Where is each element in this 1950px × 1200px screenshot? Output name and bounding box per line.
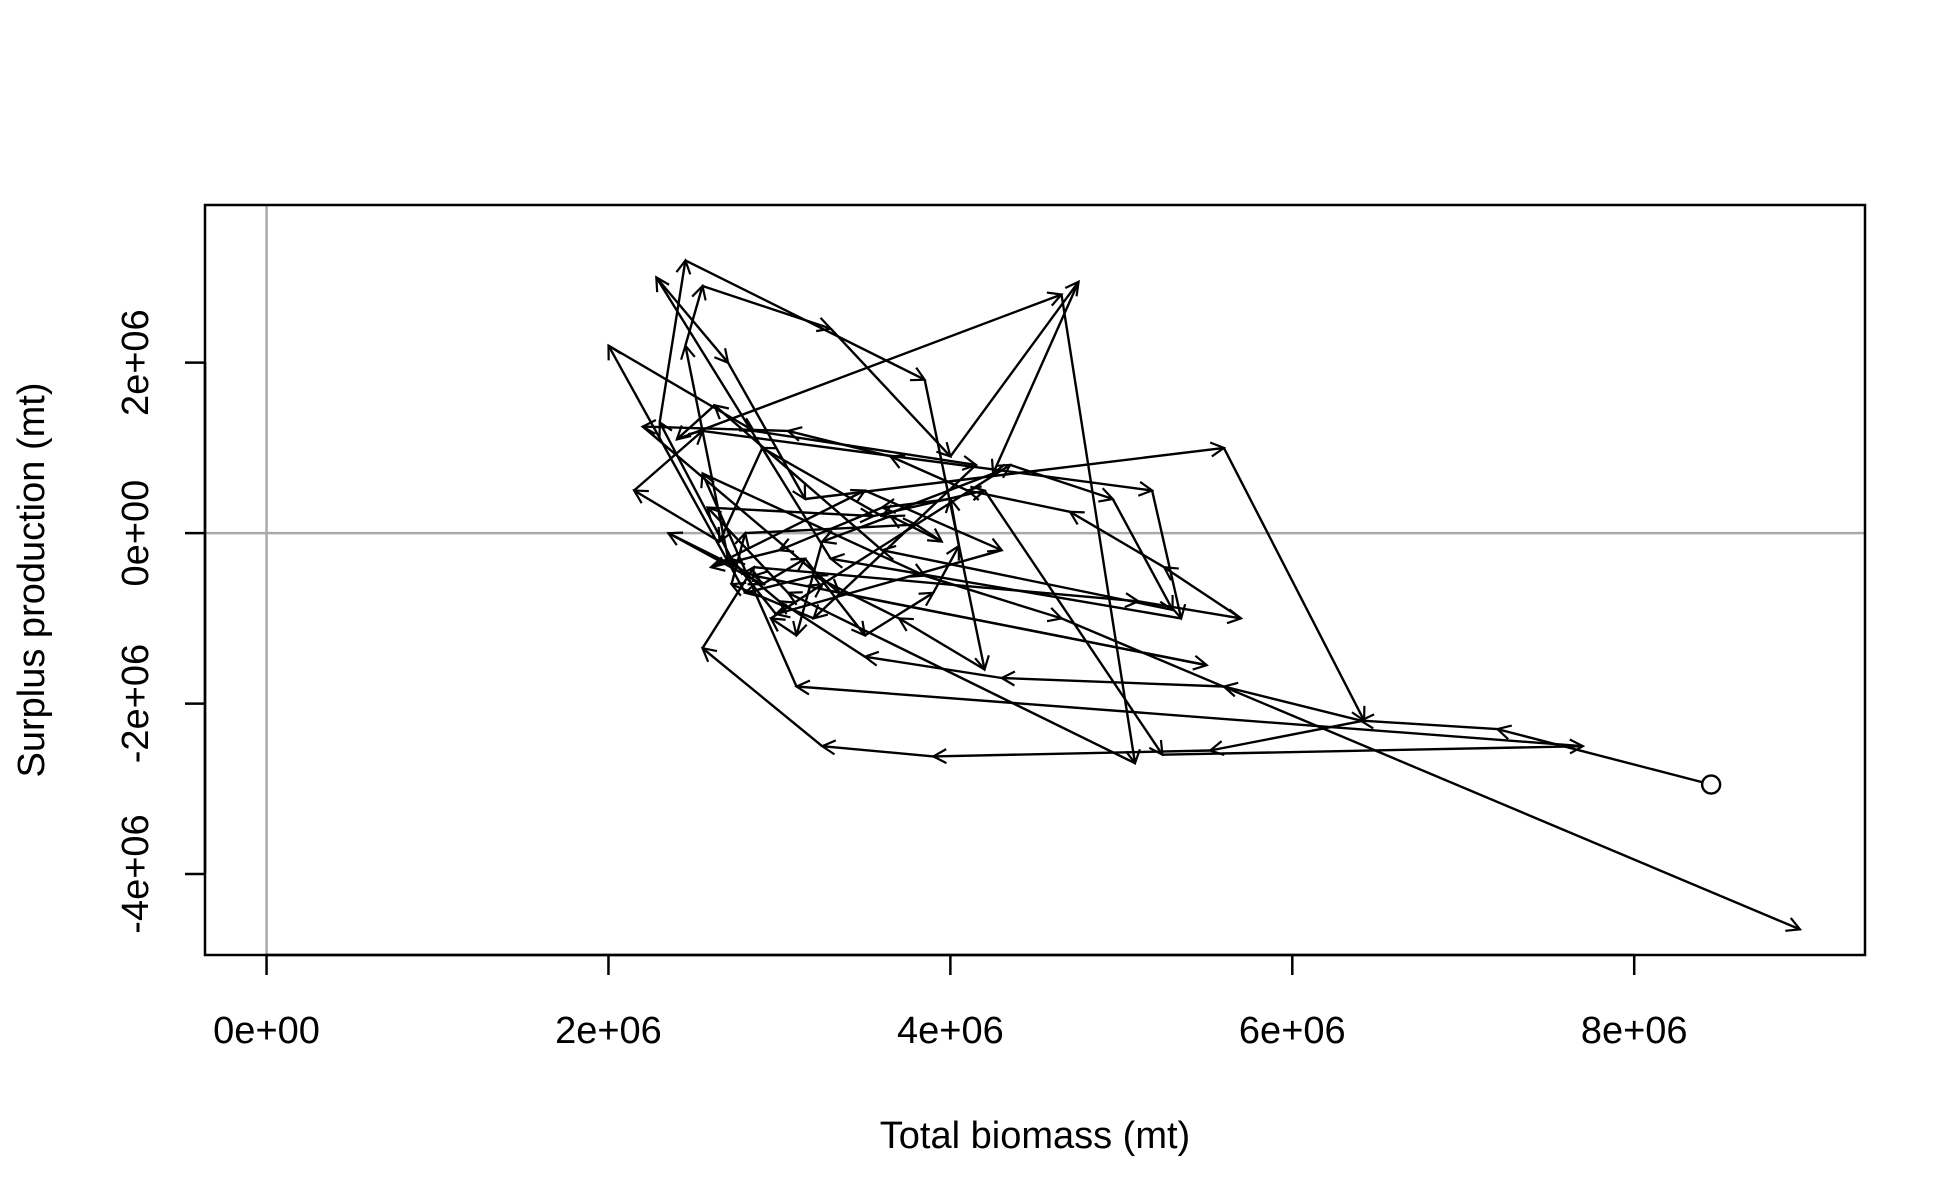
trajectory-arrow: [865, 657, 1002, 680]
x-tick-label: 6e+06: [1239, 1010, 1346, 1052]
trajectory-arrow: [676, 295, 1062, 441]
x-tick-label: 4e+06: [897, 1010, 1004, 1052]
trajectory-arrow: [732, 584, 815, 620]
trajectory-arrow: [707, 506, 874, 516]
trajectory-arrow: [703, 648, 823, 748]
trajectory-arrow: [829, 327, 951, 457]
x-axis-label: Total biomass (mt): [880, 1115, 1190, 1157]
trajectory-arrow: [609, 346, 747, 594]
trajectory-arrow: [821, 465, 1010, 586]
trajectory-arrow: [1111, 498, 1173, 610]
trajectory-arrow: [822, 746, 934, 758]
x-tick-label: 2e+06: [555, 1010, 662, 1052]
trajectory-arrow: [949, 282, 1078, 458]
trajectory-arrow: [655, 276, 728, 362]
x-axis: 0e+00 2e+06 4e+06 6e+06 8e+06: [213, 953, 1688, 1052]
plot-frame: [203, 203, 1867, 957]
trajectory-arrow: [968, 491, 1071, 513]
trajectory-arrow: [814, 576, 900, 620]
trajectory-arrow: [708, 508, 789, 594]
trajectory-arrow: [684, 286, 702, 346]
trajectory-arrow: [703, 474, 798, 687]
y-tick-label: -4e+06: [115, 814, 157, 933]
y-axis: -4e+06 -2e+06 0e+00 2e+06: [115, 309, 207, 934]
trajectory-arrow: [924, 574, 1062, 619]
trajectory-arrow: [745, 525, 916, 535]
trajectory-arrow: [1150, 490, 1181, 619]
trajectory-arrow: [1061, 617, 1801, 929]
start-marker-layer: [1700, 774, 1722, 795]
trajectory-arrow: [660, 422, 733, 560]
trajectory-arrow: [882, 550, 1173, 611]
trajectory-arrow: [788, 593, 1136, 765]
x-tick-label: 0e+00: [213, 1010, 320, 1052]
x-tick-label: 8e+06: [1581, 1010, 1688, 1052]
trajectory-arrow: [730, 533, 746, 585]
trajectory-arrow: [1210, 719, 1365, 751]
trajectory-arrow: [899, 618, 986, 671]
trajectory-arrow: [677, 404, 716, 439]
reference-lines: [205, 205, 1865, 955]
trajectory-arrow: [658, 260, 686, 423]
y-axis-label: Surplus production (mt): [11, 383, 53, 778]
trajectory-arrow: [797, 687, 1583, 748]
trajectory-arrow: [933, 751, 1211, 757]
trajectory-arrow: [715, 405, 883, 552]
trajectory-arrow: [932, 546, 959, 594]
trajectory-arrow: [634, 491, 721, 543]
trajectory-arrow: [1361, 721, 1498, 731]
trajectory-arrow: [1224, 687, 1361, 722]
trajectory-arrow: [993, 281, 1080, 474]
trajectory-arrow: [1070, 512, 1165, 569]
trajectory-arrow: [710, 491, 865, 569]
trajectory-arrow: [1138, 600, 1241, 618]
start-point-marker: [1700, 774, 1722, 795]
trajectory-arrow: [891, 516, 943, 543]
trajectory-arrow: [776, 549, 1003, 614]
trajectory-arrow: [753, 566, 1139, 601]
y-tick-label: -2e+06: [115, 644, 157, 763]
trajectory-arrow: [864, 489, 1002, 551]
trajectory-arrow: [1164, 567, 1242, 620]
trajectory-arrow: [804, 448, 1224, 501]
trajectory-arrow: [607, 344, 754, 431]
trajectory-arrow: [753, 429, 976, 465]
trajectory-arrow: [761, 559, 805, 586]
trajectory-arrow: [762, 448, 883, 518]
trajectory-arrow: [1497, 729, 1712, 786]
y-tick-label: 2e+06: [115, 309, 157, 416]
trajectory-arrow: [701, 472, 925, 576]
trajectory-arrow: [684, 259, 924, 379]
trajectory-arrow: [685, 346, 730, 559]
trajectory-arrow: [1222, 447, 1364, 721]
trajectory-arrow: [873, 491, 984, 518]
y-tick-label: 0e+00: [115, 480, 157, 587]
trajectory-arrow: [864, 593, 933, 637]
trajectory-arrow: [701, 567, 754, 649]
trajectory-arrow: [771, 618, 798, 637]
trajectory-arrow: [1060, 294, 1136, 764]
trajectory-arrow: [814, 464, 977, 619]
series-path: [609, 260, 1801, 929]
trajectory-arrow: [702, 429, 1153, 491]
trajectory-arrow: [1009, 463, 1113, 499]
trajectory-arrow: [923, 379, 985, 670]
